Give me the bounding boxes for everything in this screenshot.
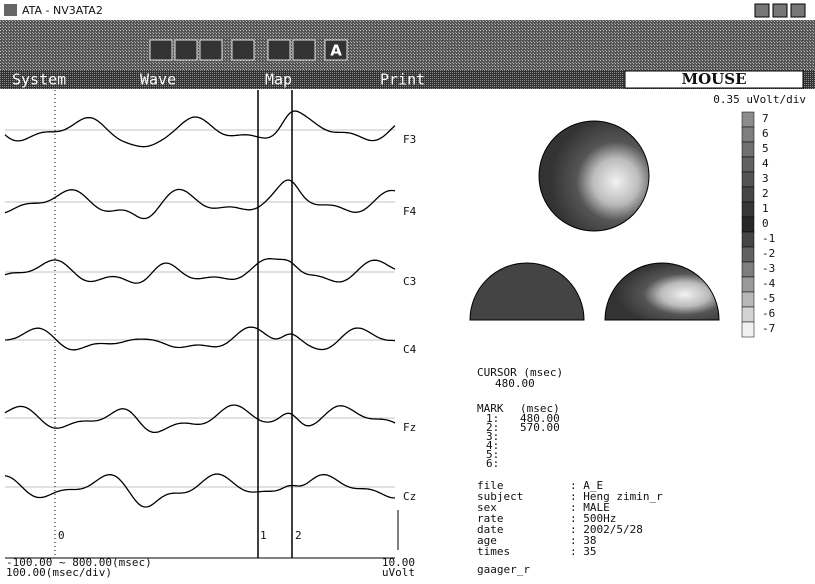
menu-item[interactable]: Wave — [140, 71, 176, 89]
channel-label: C4 — [403, 343, 417, 356]
channel-label: F4 — [403, 205, 417, 218]
tool-button[interactable] — [268, 40, 290, 60]
toolbar — [0, 20, 815, 70]
mode-label: MOUSE — [681, 70, 746, 88]
color-scale: 7 6 5 4 3 2 1 0 -1 -2 -3 -4 -5 -6 -7 — [742, 112, 776, 337]
color-scale-label: -6 — [762, 307, 775, 320]
color-scale-label: 1 — [762, 202, 769, 215]
head-maps — [470, 121, 719, 320]
channel-label: F3 — [403, 133, 416, 146]
color-scale-label: -3 — [762, 262, 775, 275]
waveform — [5, 405, 395, 432]
channel-label: Cz — [403, 490, 416, 503]
waveform — [5, 474, 395, 507]
scale-label: 0.35 uVolt/div — [713, 93, 806, 106]
color-scale-label: -5 — [762, 292, 775, 305]
waveform — [5, 180, 395, 219]
window-title: ATA - NV3ATA2 — [22, 4, 103, 17]
app-window: ATA - NV3ATA2 A MOUSE 0.35 uVolt/div F3F… — [0, 0, 815, 579]
info-extra: gaager_r — [477, 563, 530, 576]
color-swatch — [742, 202, 754, 217]
close-button[interactable] — [791, 4, 805, 17]
color-swatch — [742, 187, 754, 202]
tool-button[interactable] — [232, 40, 254, 60]
color-swatch — [742, 217, 754, 232]
info-value: : 35 — [570, 545, 597, 558]
color-swatch — [742, 127, 754, 142]
tool-button[interactable] — [150, 40, 172, 60]
waveform — [5, 327, 395, 350]
color-swatch — [742, 172, 754, 187]
menu-item[interactable]: System — [12, 71, 66, 89]
color-swatch — [742, 112, 754, 127]
maximize-button[interactable] — [773, 4, 787, 17]
head-right — [605, 263, 719, 320]
color-swatch — [742, 157, 754, 172]
channel-label: Fz — [403, 421, 416, 434]
marker-label: 0 — [58, 529, 65, 542]
color-scale-label: -2 — [762, 247, 775, 260]
marker-label: 1 — [260, 529, 267, 542]
app-icon — [4, 4, 17, 16]
color-swatch — [742, 322, 754, 337]
color-scale-label: -7 — [762, 322, 775, 335]
color-scale-label: 3 — [762, 172, 769, 185]
menu-item[interactable]: Map — [265, 71, 292, 89]
mark-index: 6: — [486, 457, 499, 470]
head-left — [470, 263, 584, 320]
title-bar — [0, 0, 815, 20]
menu-item[interactable]: Print — [380, 71, 425, 89]
text-tool-label: A — [330, 42, 342, 60]
head-top — [539, 121, 649, 231]
tool-button[interactable] — [175, 40, 197, 60]
color-scale-label: 2 — [762, 187, 769, 200]
tool-button[interactable] — [293, 40, 315, 60]
color-swatch — [742, 247, 754, 262]
color-scale-label: 7 — [762, 112, 769, 125]
color-scale-label: 4 — [762, 157, 769, 170]
waveform — [5, 111, 395, 147]
info-key: times — [477, 545, 510, 558]
color-swatch — [742, 142, 754, 157]
color-swatch — [742, 292, 754, 307]
amp-unit: uVolt — [382, 566, 415, 579]
minimize-button[interactable] — [755, 4, 769, 17]
marker-label: 2 — [295, 529, 302, 542]
mark-table: 1:480.002:570.003:4:5:6: — [486, 412, 560, 470]
color-scale-label: -4 — [762, 277, 776, 290]
waveform — [5, 259, 395, 283]
color-scale-label: 5 — [762, 142, 769, 155]
color-scale-label: 6 — [762, 127, 769, 140]
wave-panel: F3 F4 C3 C4 Fz Cz — [5, 111, 417, 507]
color-scale-label: 0 — [762, 217, 769, 230]
channel-label: C3 — [403, 275, 416, 288]
color-swatch — [742, 232, 754, 247]
color-scale-label: -1 — [762, 232, 775, 245]
color-swatch — [742, 277, 754, 292]
color-swatch — [742, 307, 754, 322]
cursor-value: 480.00 — [495, 377, 535, 390]
mark-value: 570.00 — [520, 421, 560, 434]
time-scale: 100.00(msec/div) — [6, 566, 112, 579]
tool-button[interactable] — [200, 40, 222, 60]
color-swatch — [742, 262, 754, 277]
